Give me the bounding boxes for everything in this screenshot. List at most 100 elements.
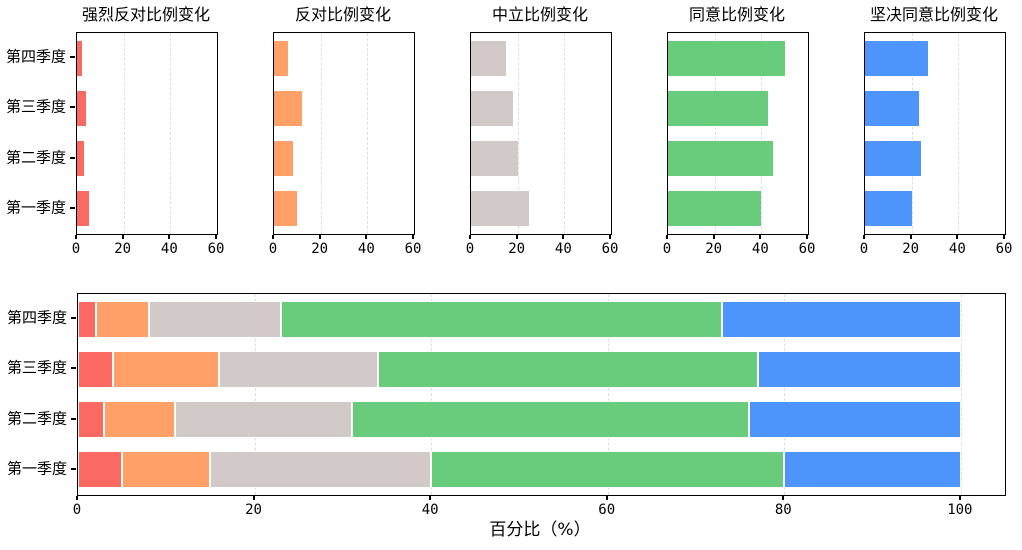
x-tick: [806, 235, 808, 239]
stacked-segment: [78, 401, 105, 439]
stacked-plot-area: [77, 293, 1006, 496]
stacked-segment: [351, 401, 749, 439]
plot-area: [273, 32, 415, 235]
bar: [865, 40, 928, 76]
y-tick: [71, 417, 76, 420]
bar: [274, 90, 302, 126]
y-tick-label: 第三季度: [5, 97, 66, 116]
stacked-segment: [113, 350, 220, 388]
x-tick-label: 80: [774, 502, 792, 518]
x-tick: [782, 496, 785, 500]
x-tick: [75, 235, 77, 239]
x-tick-label: 20: [245, 502, 262, 518]
x-tick: [666, 235, 668, 239]
stacked-segment: [78, 350, 114, 388]
x-tick: [609, 235, 611, 239]
stacked-segment: [78, 451, 123, 489]
bar: [274, 40, 288, 76]
x-tick-label: 0: [71, 241, 81, 257]
y-tick: [71, 467, 76, 470]
gridline: [170, 33, 172, 234]
plot-area: [470, 32, 612, 235]
bar: [668, 191, 762, 227]
stacked-segment: [95, 300, 149, 338]
x-tick-label: 40: [160, 241, 178, 257]
x-tick-label: 40: [751, 241, 769, 257]
stacked-segment: [175, 401, 352, 439]
x-tick-label: 60: [601, 241, 619, 257]
stacked-segment: [748, 401, 961, 439]
chart-title: 反对比例变化: [294, 5, 392, 24]
x-tick: [562, 235, 565, 239]
x-tick: [215, 235, 217, 239]
x-tick-label: 0: [268, 241, 278, 257]
bar: [865, 90, 919, 126]
gridline: [960, 294, 962, 495]
gridline: [564, 33, 566, 234]
stacked-segment: [378, 350, 758, 388]
stacked-segment: [104, 401, 176, 439]
x-tick-label: 40: [357, 241, 375, 257]
y-tick: [70, 206, 75, 209]
bar: [274, 191, 298, 227]
stacked-segment: [757, 350, 961, 388]
bar: [77, 40, 82, 76]
x-tick-label: 60: [598, 502, 616, 518]
y-tick-label: 第二季度: [6, 409, 67, 428]
bar: [668, 141, 773, 177]
x-tick: [76, 496, 78, 500]
stacked-segment: [219, 350, 379, 388]
x-tick-label: 60: [995, 241, 1013, 257]
plot-area: [76, 32, 218, 235]
x-tick: [1003, 235, 1005, 239]
stacked-segment: [210, 451, 432, 489]
chart-title: 中立比例变化: [491, 5, 589, 24]
y-tick: [71, 367, 76, 370]
y-tick-label: 第一季度: [5, 198, 66, 217]
x-tick: [958, 496, 961, 500]
stacked-segment: [784, 451, 961, 489]
x-tick-label: 40: [948, 241, 966, 257]
x-tick: [469, 235, 471, 239]
stacked-segment: [122, 451, 211, 489]
x-tick: [272, 235, 274, 239]
x-tick: [365, 235, 368, 239]
bar: [865, 141, 921, 177]
gridline: [123, 33, 125, 234]
x-tick: [956, 235, 959, 239]
x-tick-label: 0: [662, 241, 672, 257]
x-tick: [515, 235, 518, 239]
plot-area: [667, 32, 809, 235]
chart-title: 坚决同意比例变化: [869, 5, 999, 24]
gridline: [784, 294, 786, 495]
y-tick-label: 第三季度: [6, 358, 67, 377]
stacked-segment: [722, 300, 961, 338]
x-tick: [429, 496, 432, 500]
bar: [77, 191, 89, 227]
x-tick: [252, 496, 255, 500]
bar: [471, 40, 506, 76]
x-tick: [759, 235, 762, 239]
y-tick-label: 第一季度: [6, 459, 67, 478]
bar: [77, 90, 87, 126]
gridline: [607, 294, 609, 495]
x-tick-label: 40: [554, 241, 572, 257]
chart-title: 强烈反对比例变化: [81, 5, 211, 24]
x-tick-label: 20: [705, 241, 723, 257]
x-tick-label: 20: [902, 241, 920, 257]
bottom-x-axis-label: 百分比（%）: [489, 520, 591, 540]
x-tick-label: 60: [798, 241, 816, 257]
x-tick-label: 0: [465, 241, 475, 257]
bar: [865, 191, 912, 227]
bar: [668, 90, 769, 126]
y-tick: [70, 106, 75, 109]
gridline: [431, 294, 433, 495]
gridline: [911, 33, 913, 234]
y-tick: [70, 156, 75, 159]
bar: [471, 90, 513, 126]
plot-area: [864, 32, 1006, 235]
stacked-segment: [148, 300, 282, 338]
x-tick: [909, 235, 912, 239]
x-tick-label: 100: [947, 502, 973, 518]
x-tick-label: 20: [114, 241, 132, 257]
